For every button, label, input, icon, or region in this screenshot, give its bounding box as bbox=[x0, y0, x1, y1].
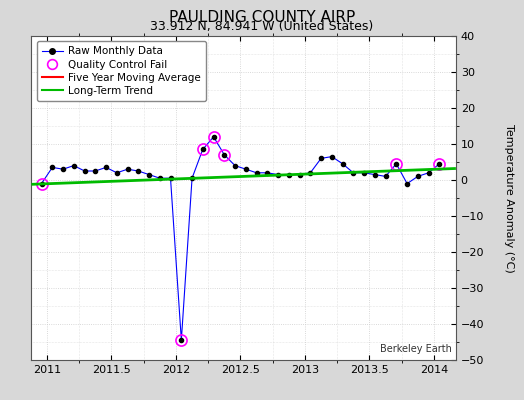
Text: Berkeley Earth: Berkeley Earth bbox=[380, 344, 452, 354]
Y-axis label: Temperature Anomaly (°C): Temperature Anomaly (°C) bbox=[504, 124, 514, 272]
Text: 33.912 N, 84.941 W (United States): 33.912 N, 84.941 W (United States) bbox=[150, 20, 374, 33]
Text: PAULDING COUNTY AIRP: PAULDING COUNTY AIRP bbox=[169, 10, 355, 25]
Legend: Raw Monthly Data, Quality Control Fail, Five Year Moving Average, Long-Term Tren: Raw Monthly Data, Quality Control Fail, … bbox=[37, 41, 206, 101]
